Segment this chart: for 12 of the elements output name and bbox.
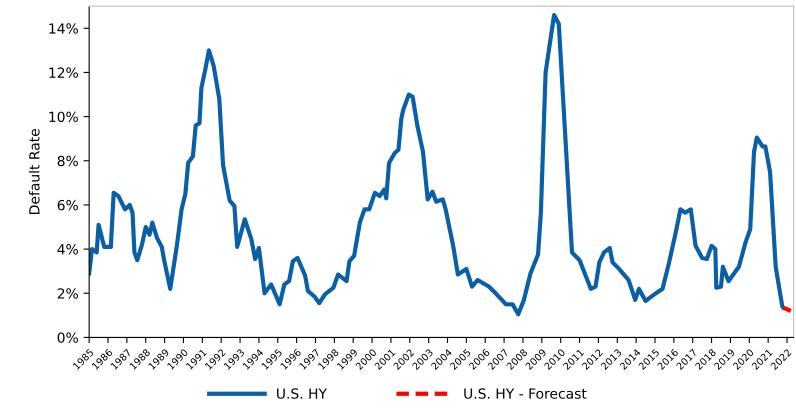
y-tick-label: 4% [57, 244, 78, 255]
legend-label: U.S. HY - Forecast [464, 388, 587, 399]
y-tick-label: 10% [49, 112, 78, 122]
line-series [89, 12, 786, 316]
y-tick-label: 2% [58, 288, 78, 299]
y-tick-label: 8% [58, 156, 78, 166]
y-tick-label: 12% [49, 67, 78, 78]
y-axis-title: Default Rate [28, 129, 40, 214]
y-tick-label: 6% [58, 200, 78, 210]
y-tick-label: 0% [58, 332, 78, 343]
legend-label: U.S. HY [277, 388, 328, 399]
y-tick-label: 14% [49, 23, 78, 34]
